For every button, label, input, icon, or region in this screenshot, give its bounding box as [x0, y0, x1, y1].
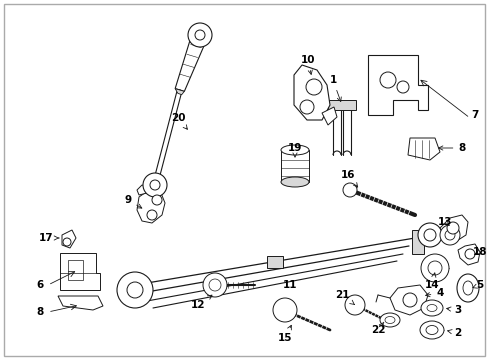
Ellipse shape — [379, 313, 399, 327]
Text: 8: 8 — [36, 307, 43, 317]
Text: 11: 11 — [282, 280, 297, 290]
Polygon shape — [293, 65, 329, 120]
Text: 1: 1 — [329, 75, 341, 102]
Ellipse shape — [456, 274, 478, 302]
Circle shape — [379, 72, 395, 88]
Polygon shape — [58, 296, 103, 310]
Text: 18: 18 — [472, 247, 486, 257]
Polygon shape — [457, 244, 479, 265]
Text: 21: 21 — [334, 290, 354, 305]
Text: 10: 10 — [300, 55, 315, 75]
Circle shape — [117, 272, 153, 308]
Circle shape — [299, 100, 313, 114]
Circle shape — [272, 298, 296, 322]
Text: 14: 14 — [424, 273, 438, 290]
Ellipse shape — [419, 321, 443, 339]
Text: 22: 22 — [370, 322, 385, 335]
Circle shape — [402, 293, 416, 307]
Circle shape — [423, 229, 435, 241]
Ellipse shape — [281, 177, 308, 187]
Ellipse shape — [281, 145, 308, 155]
Polygon shape — [62, 230, 76, 248]
Circle shape — [439, 225, 459, 245]
Text: 15: 15 — [277, 325, 292, 343]
Circle shape — [142, 173, 167, 197]
Polygon shape — [439, 215, 467, 242]
Circle shape — [195, 30, 204, 40]
Text: 20: 20 — [170, 113, 187, 129]
Bar — [266, 256, 283, 268]
Circle shape — [63, 238, 71, 246]
Circle shape — [127, 282, 142, 298]
Bar — [327, 100, 355, 110]
Polygon shape — [407, 138, 439, 160]
Text: 13: 13 — [437, 217, 451, 227]
Polygon shape — [175, 33, 207, 91]
Circle shape — [203, 273, 226, 297]
Ellipse shape — [426, 305, 436, 311]
Circle shape — [187, 23, 212, 47]
Circle shape — [305, 79, 321, 95]
Circle shape — [420, 254, 448, 282]
Text: 19: 19 — [287, 143, 302, 157]
Text: 12: 12 — [190, 295, 211, 310]
Polygon shape — [367, 55, 427, 115]
Circle shape — [427, 261, 441, 275]
Circle shape — [444, 230, 454, 240]
Text: 17: 17 — [39, 233, 59, 243]
Text: 7: 7 — [470, 110, 478, 120]
Text: 8: 8 — [438, 143, 465, 153]
Circle shape — [417, 223, 441, 247]
Circle shape — [464, 249, 474, 259]
Bar — [281, 150, 308, 182]
Circle shape — [208, 279, 221, 291]
Text: 4: 4 — [425, 288, 443, 298]
Text: 6: 6 — [36, 280, 43, 290]
Ellipse shape — [425, 325, 437, 334]
Circle shape — [396, 81, 408, 93]
Ellipse shape — [462, 281, 472, 295]
Polygon shape — [137, 190, 164, 223]
Polygon shape — [175, 89, 184, 95]
Circle shape — [150, 180, 160, 190]
Polygon shape — [321, 107, 336, 125]
Text: 3: 3 — [446, 305, 461, 315]
Circle shape — [446, 222, 458, 234]
Polygon shape — [137, 185, 151, 195]
Text: 16: 16 — [340, 170, 357, 187]
Text: 2: 2 — [447, 328, 461, 338]
Circle shape — [147, 210, 157, 220]
Bar — [411, 230, 423, 254]
Ellipse shape — [384, 316, 394, 324]
Polygon shape — [60, 253, 100, 290]
Circle shape — [345, 295, 364, 315]
Circle shape — [152, 195, 162, 205]
Ellipse shape — [420, 300, 442, 316]
Circle shape — [342, 183, 356, 197]
Bar — [68, 260, 83, 280]
Polygon shape — [389, 285, 427, 315]
Text: 9: 9 — [124, 195, 142, 208]
Polygon shape — [152, 89, 182, 186]
Text: 5: 5 — [472, 280, 483, 290]
